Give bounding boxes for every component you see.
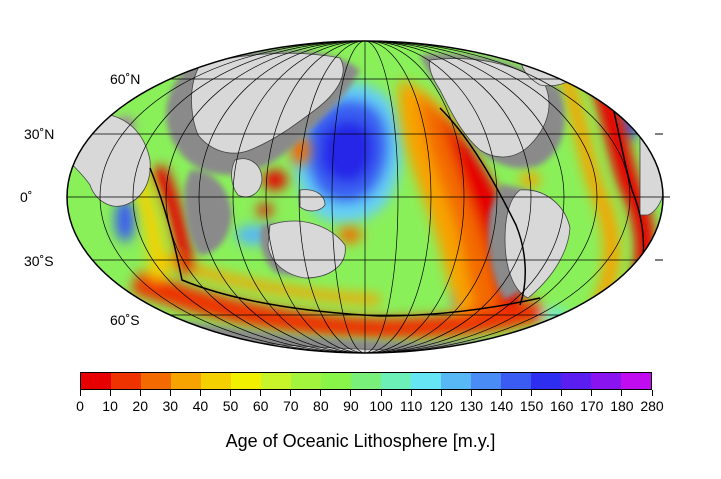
colorbar-tick-label: 20 [132,398,148,414]
colorbar-tick-mark [199,390,201,396]
colorbar-cell-12 [441,373,471,389]
colorbar-tick-label: 50 [222,398,239,414]
colorbar-tick-label: 60 [252,398,269,414]
graticule [67,41,663,353]
colorbar-tick-mark [621,390,623,396]
colorbar-tick-mark [410,390,412,396]
colorbar-tick-mark [169,390,171,396]
colorbar-cell-3 [171,373,201,389]
colorbar-cell-16 [561,373,591,389]
colorbar-tick-label: 100 [369,398,393,414]
colorbar-tick-mark [79,390,81,396]
colorbar-tick-mark [380,390,382,396]
lat-label-60n: 60˚N [110,71,141,87]
colorbar-tick-label: 80 [313,398,329,414]
colorbar-tick-label: 0 [76,398,84,414]
colorbar-cell-10 [381,373,411,389]
colorbar-tick-label: 160 [549,398,574,414]
colorbar-tick-label: 150 [519,398,544,414]
colorbar-cell-14 [501,373,531,389]
colorbar-cell-13 [471,373,501,389]
lat-label-30s: 30˚S [24,253,54,269]
colorbar-tick-label: 120 [429,398,453,414]
colorbar-cell-6 [261,373,291,389]
lat-label-equator: 0˚ [20,189,33,205]
lat-label-60s: 60˚S [110,312,140,328]
colorbar-cell-1 [111,373,141,389]
colorbar-tick-mark [230,390,232,396]
colorbar-tick-mark [531,390,533,396]
colorbar-cell-7 [291,373,321,389]
colorbar-tick-mark [561,390,563,396]
colorbar-cell-2 [141,373,171,389]
colorbar-tick-mark [260,390,262,396]
colorbar-tick-mark [109,390,111,396]
colorbar-tick-mark [290,390,292,396]
colorbar-cell-8 [321,373,351,389]
colorbar-tick-label: 280 [640,398,664,414]
colorbar-cell-18 [621,373,651,389]
colorbar-cell-17 [591,373,621,389]
colorbar-ticks: 0 10 20 30 40 50 60 70 80 90 100 110 120 130 140 150 160… [76,390,664,420]
colorbar-title: Age of Oceanic Lithosphere [m.y.] [225,431,496,451]
colorbar-tick-label: 130 [459,398,484,414]
colorbar-tick-mark [350,390,352,396]
colorbar [80,372,652,390]
colorbar-tick-mark [651,390,653,396]
colorbar-tick-label: 10 [102,398,118,414]
colorbar-cell-9 [351,373,381,389]
colorbar-cell-11 [411,373,441,389]
colorbar-tick-label: 140 [489,398,514,414]
colorbar-tick-label: 90 [343,398,359,414]
colorbar-tick-mark [500,390,502,396]
colorbar-tick-label: 110 [399,398,423,414]
colorbar-tick-mark [470,390,472,396]
colorbar-cell-0 [81,373,111,389]
colorbar-cell-4 [201,373,231,389]
colorbar-tick-mark [320,390,322,396]
colorbar-tick-label: 40 [192,398,209,414]
colorbar-cell-5 [231,373,261,389]
colorbar-tick-label: 170 [580,398,604,414]
colorbar-tick-mark [440,390,442,396]
lat-label-30n: 30˚N [24,126,55,142]
colorbar-tick-mark [139,390,141,396]
colorbar-tick-label: 70 [282,398,299,414]
colorbar-tick-mark [591,390,593,396]
colorbar-tick-label: 30 [162,398,179,414]
colorbar-cell-15 [531,373,561,389]
colorbar-tick-label: 180 [610,398,634,414]
